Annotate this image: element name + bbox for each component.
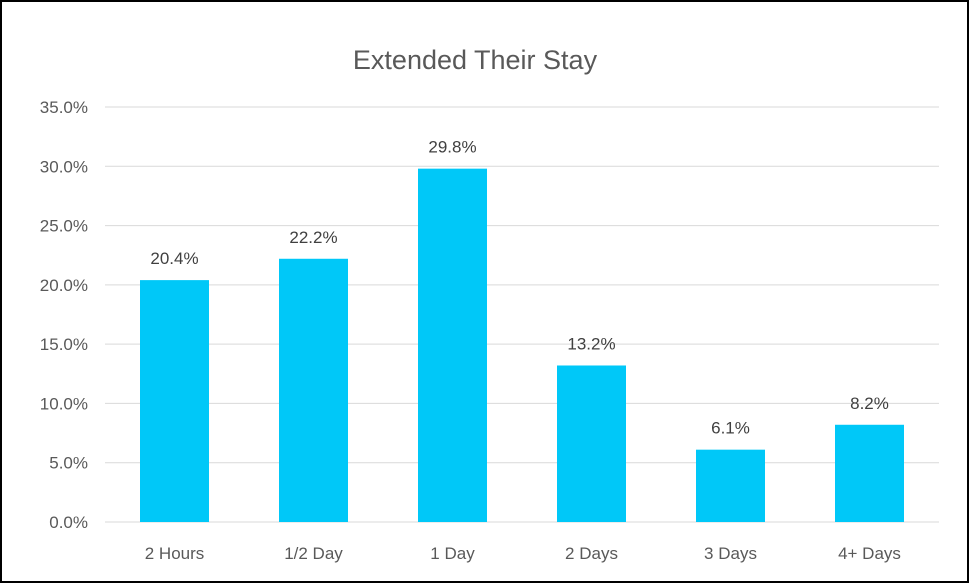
x-tick-label: 1 Day (430, 544, 475, 563)
data-label: 13.2% (567, 334, 615, 353)
y-tick-label: 15.0% (40, 335, 88, 354)
gridlines (105, 106, 939, 523)
chart-title: Extended Their Stay (353, 45, 598, 75)
x-tick-label: 3 Days (704, 544, 757, 563)
bar (279, 258, 348, 522)
x-axis-ticks: 2 Hours 1/2 Day 1 Day 2 Days 3 Days 4+ Days (145, 544, 901, 563)
x-tick-label: 1/2 Day (284, 544, 343, 563)
bars (140, 168, 904, 522)
data-labels: 20.4% 22.2% 29.8% 13.2% 6.1% 8.2% (150, 138, 888, 438)
bar (140, 280, 209, 522)
data-label: 20.4% (150, 249, 198, 268)
y-tick-label: 20.0% (40, 276, 88, 295)
y-tick-label: 0.0% (49, 513, 88, 532)
data-label: 22.2% (289, 228, 337, 247)
y-tick-label: 35.0% (40, 98, 88, 117)
bar (835, 424, 904, 522)
data-label: 8.2% (850, 394, 889, 413)
y-axis-ticks: 0.0% 5.0% 10.0% 15.0% 20.0% 25.0% 30.0% 35.0% (40, 98, 88, 532)
bar (418, 168, 487, 522)
x-tick-label: 2 Days (565, 544, 618, 563)
x-tick-label: 4+ Days (838, 544, 901, 563)
bar (696, 449, 765, 522)
data-label: 6.1% (711, 419, 750, 438)
y-tick-label: 5.0% (49, 454, 88, 473)
y-tick-label: 10.0% (40, 394, 88, 413)
y-tick-label: 30.0% (40, 157, 88, 176)
x-tick-label: 2 Hours (145, 544, 205, 563)
data-label: 29.8% (428, 138, 476, 157)
y-tick-label: 25.0% (40, 217, 88, 236)
bar (557, 365, 626, 522)
